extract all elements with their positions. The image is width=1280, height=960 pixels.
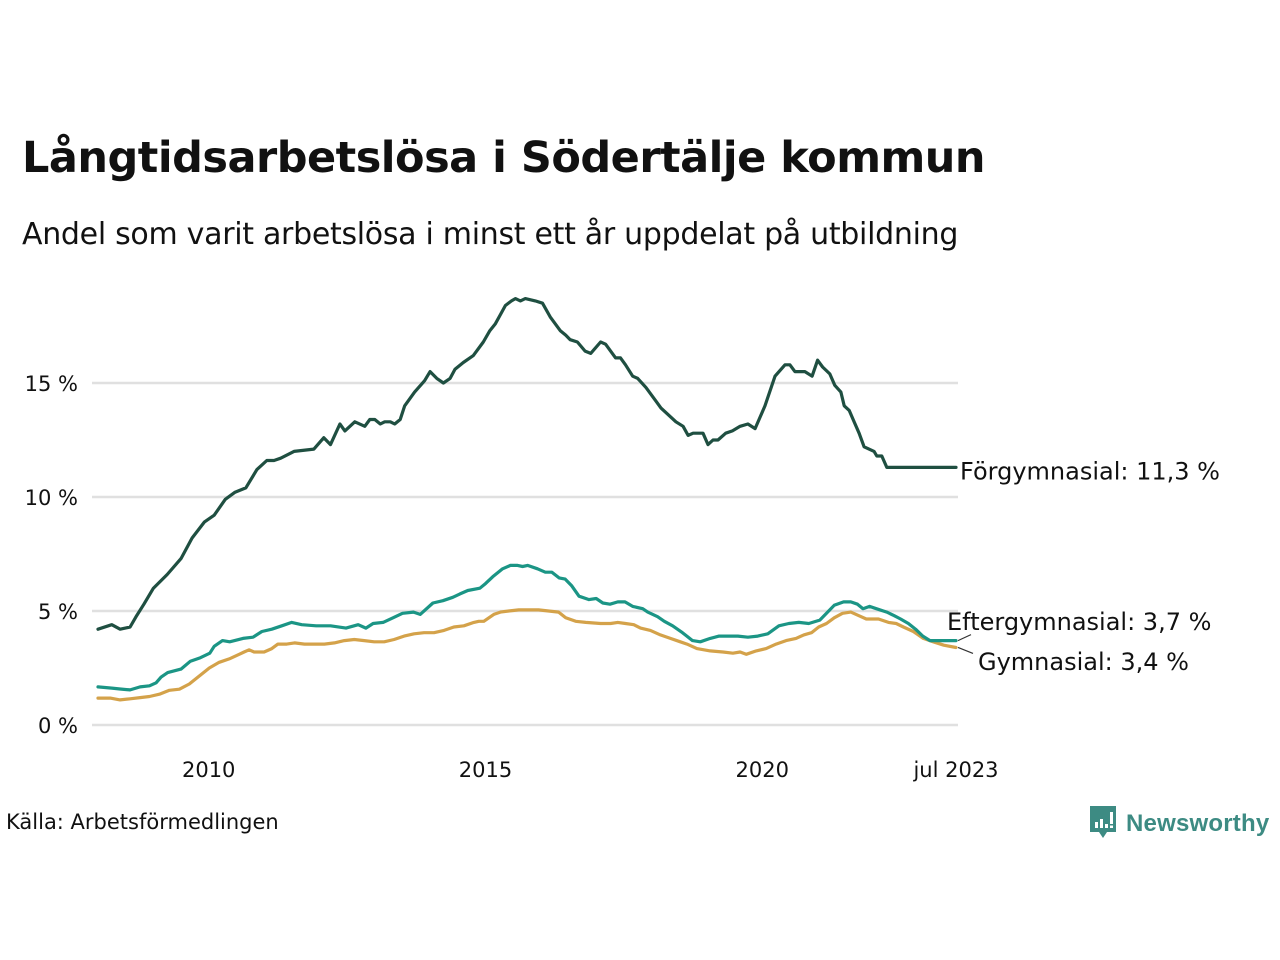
label-connector: [957, 634, 972, 642]
x-tick-label: 2015: [459, 758, 512, 782]
y-tick-label: 10 %: [25, 486, 78, 510]
series-line-förgymnasial: [96, 297, 958, 631]
y-axis-ticks: 0 % 5 % 10 % 15 %: [25, 372, 78, 738]
x-tick-label: 2010: [182, 758, 235, 782]
series-line-eftergymnasial: [96, 563, 958, 692]
brand-name: Newsworthy: [1126, 810, 1270, 837]
chart-title: Långtidsarbetslösa i Södertälje kommun: [22, 133, 986, 183]
brand-logo: Newsworthy: [1088, 804, 1269, 844]
label-connector: [957, 646, 974, 655]
series-end-labels: Förgymnasial: 11,3 % Eftergymnasial: 3,7 …: [947, 457, 1220, 676]
y-tick-label: 15 %: [25, 372, 78, 396]
newsworthy-logo-icon: [1088, 804, 1118, 844]
x-tick-label: jul 2023: [912, 758, 998, 782]
source-note: Källa: Arbetsförmedlingen: [6, 810, 279, 834]
y-tick-label: 0 %: [38, 714, 78, 738]
end-label-gymnasial: Gymnasial: 3,4 %: [978, 648, 1189, 676]
y-tick-label: 5 %: [38, 600, 78, 624]
x-axis-ticks: 2010 2015 2020 jul 2023: [182, 758, 999, 782]
end-label-forgymnasial: Förgymnasial: 11,3 %: [960, 457, 1220, 485]
series-line-gymnasial: [96, 608, 958, 702]
chart-subtitle: Andel som varit arbetslösa i minst ett å…: [22, 217, 959, 252]
series-lines: [96, 297, 958, 702]
gridlines: [92, 381, 958, 727]
x-tick-label: 2020: [736, 758, 789, 782]
end-label-eftergymnasial: Eftergymnasial: 3,7 %: [947, 608, 1211, 636]
